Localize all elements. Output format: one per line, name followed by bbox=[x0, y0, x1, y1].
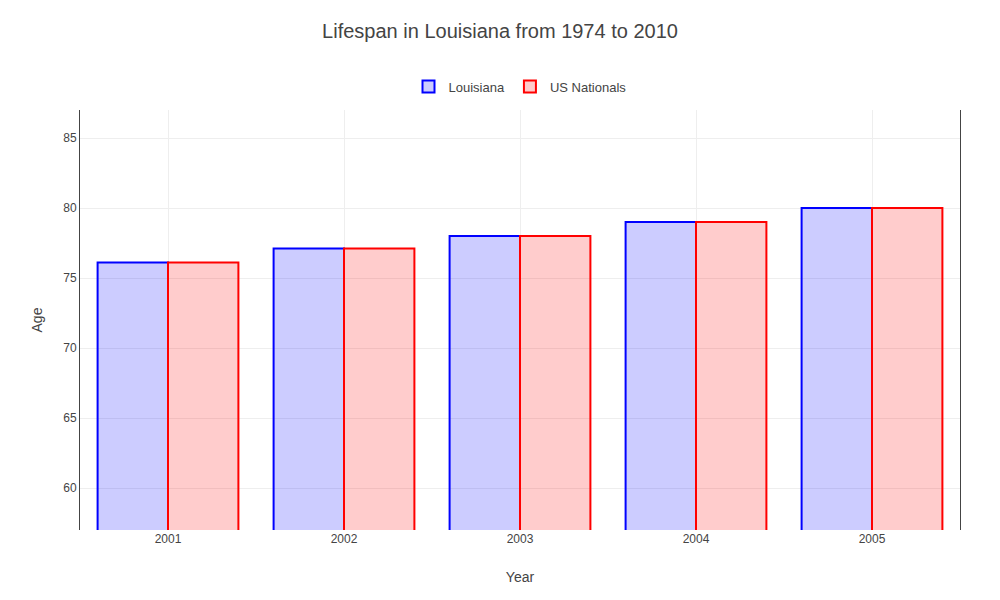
svg-text:80: 80 bbox=[63, 201, 77, 215]
svg-text:75: 75 bbox=[63, 271, 77, 285]
svg-text:2002: 2002 bbox=[331, 532, 358, 546]
svg-text:85: 85 bbox=[63, 131, 77, 145]
svg-text:2003: 2003 bbox=[507, 532, 534, 546]
svg-text:2005: 2005 bbox=[859, 532, 886, 546]
svg-text:2001: 2001 bbox=[155, 532, 182, 546]
svg-text:Age: Age bbox=[29, 307, 45, 332]
svg-text:70: 70 bbox=[63, 341, 77, 355]
svg-text:Lifespan in Louisiana from 197: Lifespan in Louisiana from 1974 to 2010 bbox=[322, 20, 678, 42]
svg-text:Louisiana: Louisiana bbox=[449, 80, 505, 95]
svg-text:2004: 2004 bbox=[683, 532, 710, 546]
svg-text:Year: Year bbox=[506, 569, 535, 585]
svg-text:60: 60 bbox=[63, 481, 77, 495]
svg-text:US Nationals: US Nationals bbox=[550, 80, 626, 95]
svg-text:65: 65 bbox=[63, 411, 77, 425]
